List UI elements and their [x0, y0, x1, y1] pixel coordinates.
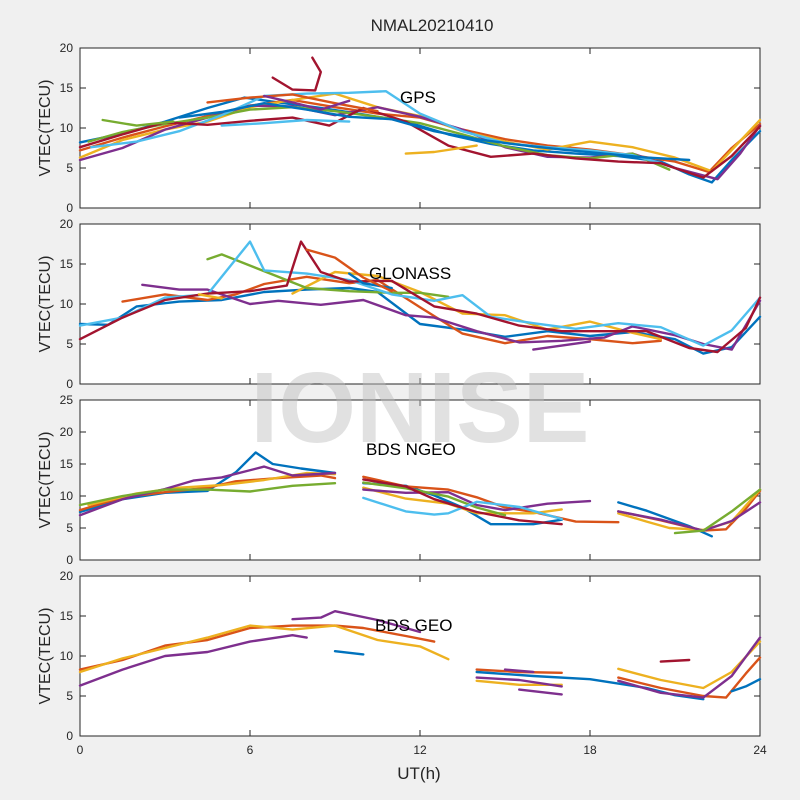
panel-label: GLONASS: [369, 264, 451, 283]
series-trace: [271, 56, 322, 92]
panel-bds-ngeo: 0 5 10 15 20 25 BDS NGEO VTEC(TECU): [37, 393, 762, 567]
y-tick-label: 20: [60, 425, 74, 439]
y-tick-label: 0: [66, 201, 73, 215]
series-trace: [617, 656, 762, 699]
y-tick-label: 20: [60, 217, 74, 231]
series-trace: [305, 248, 393, 293]
series-trace: [475, 676, 563, 688]
x-tick-label: 18: [583, 743, 597, 757]
panel-glonass: 0 5 10 15 20 GLONASS VTEC(TECU): [37, 217, 762, 391]
series-trace: [78, 482, 337, 507]
series-trace: [78, 465, 337, 517]
y-axis-label: VTEC(TECU): [37, 256, 54, 353]
series-trace: [617, 488, 762, 532]
x-axis-label: UT(h): [397, 764, 440, 783]
series-trace: [178, 102, 691, 162]
series-trace: [362, 496, 563, 521]
series-trace: [730, 678, 762, 693]
series-trace: [659, 658, 691, 663]
series-trace: [78, 240, 762, 354]
series-trace: [362, 486, 563, 515]
series-trace: [617, 636, 762, 699]
series-trace: [206, 93, 379, 113]
y-tick-label: 5: [66, 337, 73, 351]
series-trace: [78, 634, 308, 687]
y-tick-label: 20: [60, 569, 74, 583]
y-tick-label: 10: [60, 297, 74, 311]
y-tick-label: 25: [60, 393, 74, 407]
series-trace: [673, 488, 762, 535]
series-trace: [333, 650, 365, 656]
x-tick-label: 6: [247, 743, 254, 757]
y-tick-label: 15: [60, 457, 74, 471]
axes-box: [79, 575, 761, 737]
panel-gps: 0 5 10 15 20 GPS VTEC(TECU): [37, 41, 762, 215]
y-tick-label: 0: [66, 377, 73, 391]
series-trace: [362, 488, 592, 512]
panel-bds-geo: 0 5 10 15 20 0 6 12 18 24 BDS GEO VTEC(TECU): [37, 569, 767, 757]
panels: 0 5 10 15 20 GPS VTEC(TECU) 0 5 10 15 20 GLONASS VTEC…: [37, 41, 767, 757]
panel-label: BDS NGEO: [366, 440, 456, 459]
y-tick-label: 10: [60, 489, 74, 503]
y-tick-label: 15: [60, 257, 74, 271]
x-tick-label: 24: [753, 743, 767, 757]
series-trace: [518, 688, 563, 696]
panel-label: BDS GEO: [375, 616, 452, 635]
series-trace: [197, 293, 223, 300]
series-trace: [206, 253, 450, 298]
figure-title: NMAL20210410: [371, 16, 494, 35]
series-trace: [220, 118, 351, 127]
y-tick-label: 5: [66, 689, 73, 703]
y-tick-label: 5: [66, 161, 73, 175]
series-trace: [78, 451, 337, 514]
y-tick-label: 0: [66, 729, 73, 743]
series-trace: [90, 90, 662, 165]
y-tick-label: 5: [66, 521, 73, 535]
panel-label: GPS: [400, 88, 436, 107]
series-trace: [532, 340, 592, 351]
y-axis-label: VTEC(TECU): [37, 80, 54, 177]
series-trace: [78, 106, 762, 179]
series-trace: [263, 94, 351, 111]
x-tick-label: 12: [413, 743, 427, 757]
y-tick-label: 15: [60, 81, 74, 95]
series-trace: [404, 144, 478, 155]
series-trace: [362, 478, 563, 526]
series-trace: [78, 624, 450, 674]
x-tick-label: 0: [77, 743, 84, 757]
watermark: IONISE: [251, 352, 590, 464]
y-tick-label: 0: [66, 553, 73, 567]
series-trace: [78, 286, 762, 355]
y-tick-label: 10: [60, 121, 74, 135]
y-tick-label: 20: [60, 41, 74, 55]
series-trace: [362, 481, 507, 517]
series-trace: [101, 118, 175, 127]
y-tick-label: 15: [60, 609, 74, 623]
y-axis-label: VTEC(TECU): [37, 432, 54, 529]
series-trace: [291, 610, 422, 634]
y-tick-label: 10: [60, 649, 74, 663]
series-trace: [503, 668, 535, 674]
y-axis-label: VTEC(TECU): [37, 608, 54, 705]
